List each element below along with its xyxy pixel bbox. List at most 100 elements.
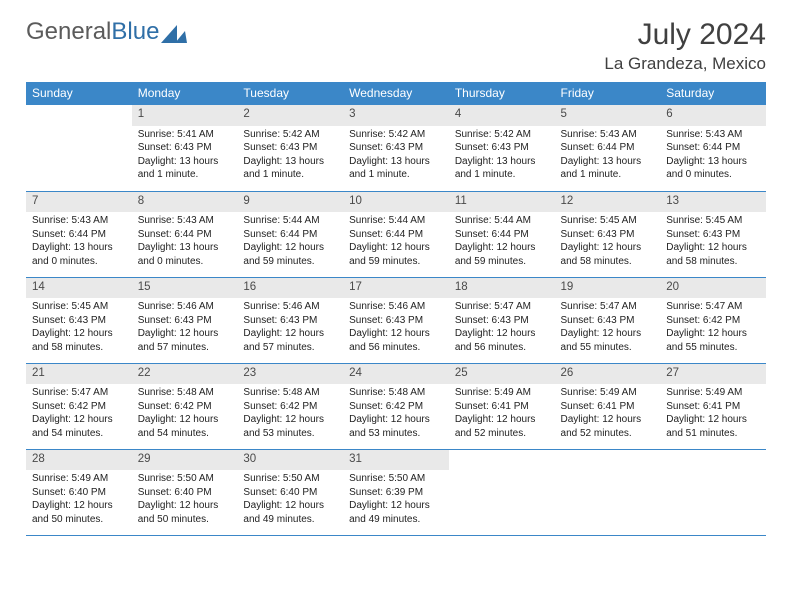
location-label: La Grandeza, Mexico (604, 54, 766, 74)
day-body: Sunrise: 5:46 AMSunset: 6:43 PMDaylight:… (132, 298, 238, 356)
day-number: 23 (237, 364, 343, 385)
day-info-line: Sunrise: 5:47 AM (666, 300, 762, 314)
day-body: Sunrise: 5:46 AMSunset: 6:43 PMDaylight:… (343, 298, 449, 356)
day-body: Sunrise: 5:42 AMSunset: 6:43 PMDaylight:… (237, 126, 343, 184)
day-info-line: Sunset: 6:40 PM (138, 486, 234, 500)
weekday-header-row: SundayMondayTuesdayWednesdayThursdayFrid… (26, 82, 766, 105)
logo: GeneralBlue (26, 18, 189, 46)
day-number: 4 (449, 105, 555, 126)
day-info-line: and 1 minute. (349, 168, 445, 182)
day-body: Sunrise: 5:45 AMSunset: 6:43 PMDaylight:… (26, 298, 132, 356)
day-number: 30 (237, 450, 343, 471)
calendar-cell: 5Sunrise: 5:43 AMSunset: 6:44 PMDaylight… (555, 105, 661, 191)
weekday-header: Sunday (26, 82, 132, 105)
day-info-line: Sunset: 6:44 PM (349, 228, 445, 242)
day-body: Sunrise: 5:47 AMSunset: 6:42 PMDaylight:… (660, 298, 766, 356)
day-info-line: Sunrise: 5:42 AM (349, 128, 445, 142)
calendar-cell: 13Sunrise: 5:45 AMSunset: 6:43 PMDayligh… (660, 191, 766, 277)
day-info-line: and 59 minutes. (455, 255, 551, 269)
day-body: Sunrise: 5:49 AMSunset: 6:41 PMDaylight:… (660, 384, 766, 442)
day-number: 31 (343, 450, 449, 471)
day-info-line: Daylight: 13 hours (138, 155, 234, 169)
day-body: Sunrise: 5:42 AMSunset: 6:43 PMDaylight:… (343, 126, 449, 184)
day-info-line: Sunset: 6:41 PM (455, 400, 551, 414)
day-body: Sunrise: 5:43 AMSunset: 6:44 PMDaylight:… (26, 212, 132, 270)
day-body: Sunrise: 5:44 AMSunset: 6:44 PMDaylight:… (237, 212, 343, 270)
day-number: 18 (449, 278, 555, 299)
calendar-cell: 16Sunrise: 5:46 AMSunset: 6:43 PMDayligh… (237, 277, 343, 363)
day-info-line: and 1 minute. (138, 168, 234, 182)
day-info-line: and 1 minute. (455, 168, 551, 182)
day-info-line: and 0 minutes. (32, 255, 128, 269)
day-body: Sunrise: 5:44 AMSunset: 6:44 PMDaylight:… (449, 212, 555, 270)
logo-text-gray: General (26, 18, 111, 46)
calendar-cell: 17Sunrise: 5:46 AMSunset: 6:43 PMDayligh… (343, 277, 449, 363)
day-info-line: Daylight: 12 hours (138, 413, 234, 427)
day-info-line: and 52 minutes. (455, 427, 551, 441)
day-info-line: and 53 minutes. (243, 427, 339, 441)
day-info-line: Daylight: 12 hours (138, 499, 234, 513)
calendar-table: SundayMondayTuesdayWednesdayThursdayFrid… (26, 82, 766, 536)
day-number: 7 (26, 192, 132, 213)
day-body: Sunrise: 5:41 AMSunset: 6:43 PMDaylight:… (132, 126, 238, 184)
day-info-line: and 55 minutes. (561, 341, 657, 355)
day-info-line: Sunrise: 5:44 AM (243, 214, 339, 228)
day-info-line: Sunset: 6:39 PM (349, 486, 445, 500)
day-info-line: Daylight: 13 hours (561, 155, 657, 169)
calendar-row: 21Sunrise: 5:47 AMSunset: 6:42 PMDayligh… (26, 363, 766, 449)
calendar-cell: 26Sunrise: 5:49 AMSunset: 6:41 PMDayligh… (555, 363, 661, 449)
day-number: 15 (132, 278, 238, 299)
weekday-header: Friday (555, 82, 661, 105)
day-info-line: Sunset: 6:41 PM (561, 400, 657, 414)
day-number: 5 (555, 105, 661, 126)
day-info-line: Sunset: 6:44 PM (243, 228, 339, 242)
day-info-line: and 58 minutes. (561, 255, 657, 269)
day-info-line: Daylight: 12 hours (666, 241, 762, 255)
day-number: 27 (660, 364, 766, 385)
day-number: 8 (132, 192, 238, 213)
day-info-line: and 50 minutes. (32, 513, 128, 527)
day-info-line: Sunset: 6:44 PM (455, 228, 551, 242)
day-info-line: Daylight: 12 hours (349, 241, 445, 255)
day-info-line: Daylight: 12 hours (32, 327, 128, 341)
weekday-header: Saturday (660, 82, 766, 105)
day-number: 16 (237, 278, 343, 299)
day-info-line: Sunrise: 5:45 AM (32, 300, 128, 314)
day-info-line: and 56 minutes. (349, 341, 445, 355)
logo-text-blue: Blue (111, 18, 159, 46)
weekday-header: Wednesday (343, 82, 449, 105)
weekday-header: Tuesday (237, 82, 343, 105)
day-info-line: and 56 minutes. (455, 341, 551, 355)
calendar-cell: 24Sunrise: 5:48 AMSunset: 6:42 PMDayligh… (343, 363, 449, 449)
calendar-row: 14Sunrise: 5:45 AMSunset: 6:43 PMDayligh… (26, 277, 766, 363)
day-body: Sunrise: 5:47 AMSunset: 6:43 PMDaylight:… (449, 298, 555, 356)
day-info-line: and 59 minutes. (349, 255, 445, 269)
day-info-line: and 55 minutes. (666, 341, 762, 355)
day-info-line: Sunrise: 5:43 AM (138, 214, 234, 228)
day-info-line: Daylight: 13 hours (138, 241, 234, 255)
day-body: Sunrise: 5:49 AMSunset: 6:40 PMDaylight:… (26, 470, 132, 528)
day-info-line: Sunset: 6:43 PM (138, 314, 234, 328)
day-info-line: Daylight: 12 hours (561, 241, 657, 255)
day-info-line: Sunset: 6:43 PM (349, 141, 445, 155)
day-body: Sunrise: 5:48 AMSunset: 6:42 PMDaylight:… (132, 384, 238, 442)
day-number: 21 (26, 364, 132, 385)
day-info-line: Sunrise: 5:49 AM (32, 472, 128, 486)
day-info-line: Sunset: 6:44 PM (666, 141, 762, 155)
day-body: Sunrise: 5:50 AMSunset: 6:40 PMDaylight:… (237, 470, 343, 528)
day-info-line: Daylight: 12 hours (138, 327, 234, 341)
weekday-header: Monday (132, 82, 238, 105)
day-number: 19 (555, 278, 661, 299)
day-info-line: Sunset: 6:40 PM (32, 486, 128, 500)
day-number: 10 (343, 192, 449, 213)
day-number: 24 (343, 364, 449, 385)
day-info-line: Sunset: 6:43 PM (666, 228, 762, 242)
calendar-row: 28Sunrise: 5:49 AMSunset: 6:40 PMDayligh… (26, 449, 766, 535)
day-info-line: Sunrise: 5:49 AM (561, 386, 657, 400)
day-body: Sunrise: 5:47 AMSunset: 6:43 PMDaylight:… (555, 298, 661, 356)
day-number: 13 (660, 192, 766, 213)
day-info-line: and 58 minutes. (666, 255, 762, 269)
day-info-line: Sunrise: 5:44 AM (349, 214, 445, 228)
day-info-line: and 52 minutes. (561, 427, 657, 441)
day-body: Sunrise: 5:45 AMSunset: 6:43 PMDaylight:… (555, 212, 661, 270)
